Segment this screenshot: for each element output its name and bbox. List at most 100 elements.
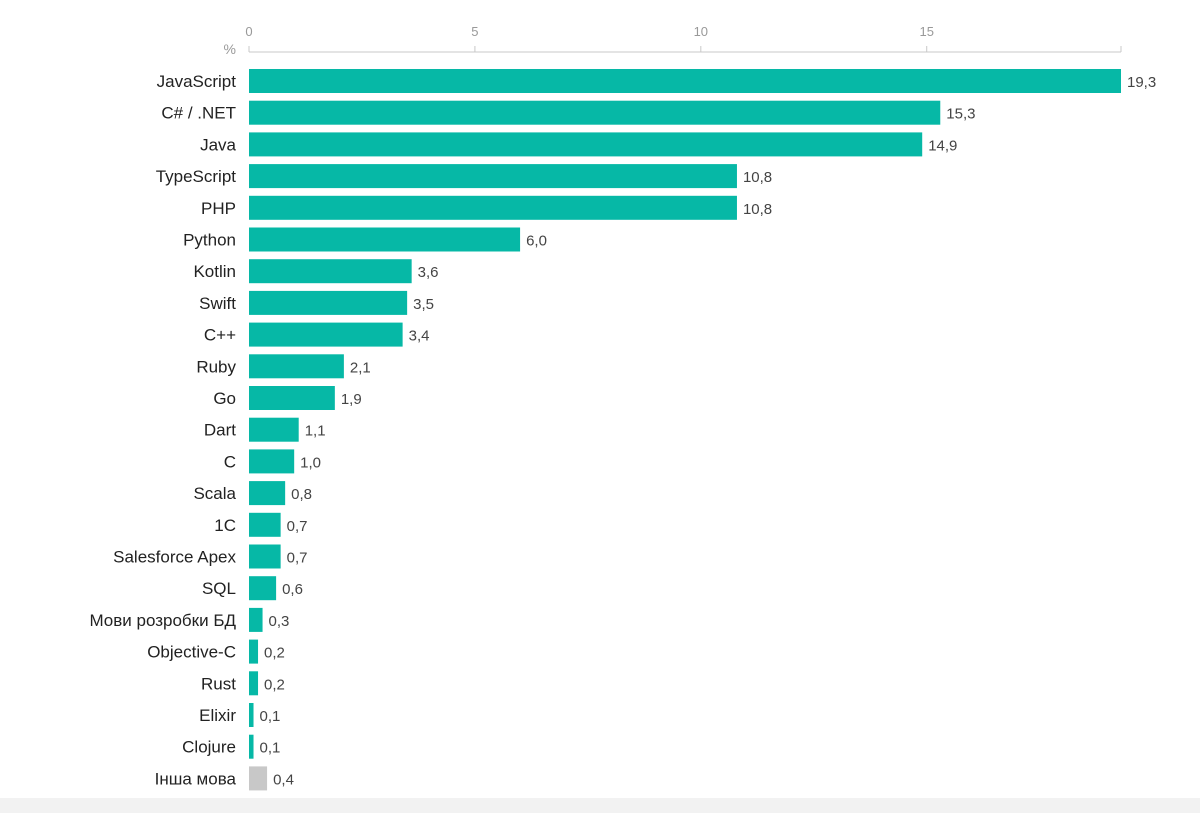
value-label: 0,7 [287,518,308,535]
bar-row: Python 6,0 [183,227,547,252]
bar-row: Ruby 2,1 [196,354,371,379]
x-tick-label: 5 [471,24,478,39]
value-label: 0,2 [264,676,285,693]
bar-row: Swift 3,5 [199,290,434,315]
category-label: Rust [201,674,236,693]
bar-row: Kotlin 3,6 [193,259,439,284]
bar [249,639,259,664]
bar-row: C++ 3,4 [204,322,430,347]
value-label: 0,8 [291,486,312,503]
category-label: Python [183,231,236,250]
bar [249,322,403,347]
bar [249,195,737,220]
value-label: 0,3 [269,613,290,630]
category-label: SQL [202,579,236,598]
value-label: 10,8 [743,201,772,218]
category-label: Objective-C [147,643,236,662]
bar [249,512,281,537]
bar-row: Rust 0,2 [201,671,285,696]
category-label: Dart [204,421,236,440]
category-label: C++ [204,326,236,345]
bar [249,132,923,157]
bar-row: Java 14,9 [200,132,957,157]
bar [249,576,277,601]
value-label: 2,1 [350,359,371,376]
value-label: 0,4 [273,771,294,788]
value-label: 3,4 [409,328,430,345]
bar-row: Clojure 0,1 [182,734,281,759]
value-label: 6,0 [526,233,547,250]
footer-strip [0,798,1200,813]
x-tick-label: 0 [245,24,252,39]
bars: JavaScript 19,3 C# / .NET 15,3 Java 14,9 TypeS… [89,69,1156,791]
value-label: 0,1 [260,740,281,757]
bar [249,481,286,506]
bar-row: SQL 0,6 [202,576,303,601]
bar [249,259,412,284]
bar-row: Інша мова 0,4 [155,766,294,791]
bar-row: Objective-C 0,2 [147,639,285,664]
bar [249,544,281,569]
category-label: JavaScript [157,72,237,91]
value-label: 3,6 [418,264,439,281]
bar-row: Мови розробки БД 0,3 [89,607,290,632]
category-label: Clojure [182,738,236,757]
bar [249,449,295,474]
category-label: Інша мова [155,769,237,788]
value-label: 1,0 [300,454,321,471]
bar-other [249,766,268,791]
bar-row: 1C 0,7 [214,512,308,537]
category-label: Elixir [199,706,236,725]
category-label: Мови розробки БД [89,611,236,630]
bar [249,734,254,759]
bar [249,354,344,379]
bar-row: Go 1,9 [213,386,362,410]
category-label: Salesforce Apex [113,548,236,567]
bar-row: Scala 0,8 [193,481,312,506]
category-label: C [224,452,236,471]
bar-row: C# / .NET 15,3 [161,100,975,125]
category-label: Swift [199,294,236,313]
bar [249,69,1121,93]
bar-row: Dart 1,1 [204,417,326,442]
category-label: Scala [193,484,236,503]
category-label: PHP [201,199,236,218]
value-label: 0,7 [287,550,308,567]
category-label: Java [200,135,236,154]
bar-row: TypeScript 10,8 [156,164,772,189]
value-label: 19,3 [1127,74,1156,91]
bar-row: JavaScript 19,3 [157,69,1156,93]
bar [249,703,254,727]
category-label: C# / .NET [161,104,236,123]
bar [249,100,941,125]
category-label: Go [213,389,236,408]
category-label: Kotlin [193,262,236,281]
bar-row: Salesforce Apex 0,7 [113,544,308,569]
value-label: 1,1 [305,423,326,440]
unit-label: % [224,41,236,57]
bar [249,227,521,252]
category-label: TypeScript [156,167,237,186]
bar [249,607,263,632]
x-tick-label: 15 [919,24,933,39]
value-label: 15,3 [946,106,975,123]
value-label: 0,6 [282,581,303,598]
value-label: 3,5 [413,296,434,313]
bar [249,386,335,410]
bar-row: Elixir 0,1 [199,703,280,727]
category-label: 1C [214,516,236,535]
bar-row: PHP 10,8 [201,195,772,220]
x-axis: 0 5 10 15 [245,24,1122,53]
value-label: 0,1 [260,708,281,725]
value-label: 14,9 [928,137,957,154]
bar [249,164,737,189]
value-label: 10,8 [743,169,772,186]
bar-row: C 1,0 [224,449,321,474]
bar [249,417,299,442]
value-label: 1,9 [341,391,362,408]
value-label: 0,2 [264,645,285,662]
bar [249,671,259,696]
category-label: Ruby [196,357,236,376]
bar [249,290,408,315]
